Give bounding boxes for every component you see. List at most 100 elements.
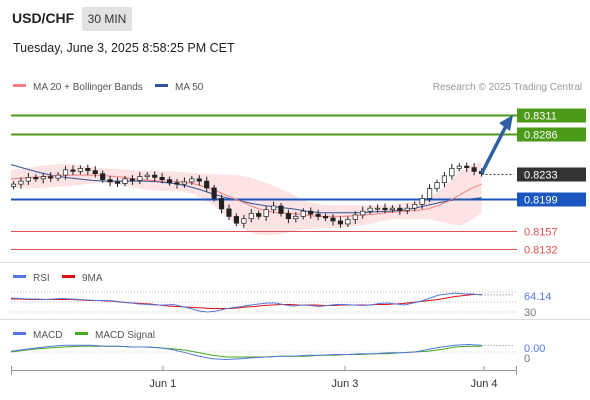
candle-body <box>412 204 418 209</box>
candle-body <box>174 182 180 185</box>
forecast-arrow-shaft <box>480 123 509 175</box>
candle-body <box>204 180 210 189</box>
ma50-legend-swatch <box>155 84 168 87</box>
candle-body <box>449 168 455 177</box>
candle-body <box>382 207 388 211</box>
candle-body <box>226 208 232 217</box>
last-price-tag <box>517 167 586 182</box>
candle-body <box>337 220 344 225</box>
macd-line <box>10 343 482 361</box>
candle-body <box>389 207 396 211</box>
ma50-legend-label: MA 50 <box>175 82 204 93</box>
x-axis: Jun 1 Jun 3 Jun 4 <box>149 366 498 390</box>
candle-body <box>241 218 247 224</box>
bollinger-band-fill <box>11 161 482 236</box>
candle-body <box>322 216 329 219</box>
candle-body <box>270 205 277 211</box>
candle-body <box>25 177 31 182</box>
candle-body <box>352 214 358 220</box>
candle-body <box>10 183 17 187</box>
candle-body <box>419 198 425 205</box>
candle-body <box>70 169 76 172</box>
timestamp: Tuesday, June 3, 2025 8:58:25 PM CET <box>13 41 235 55</box>
candle-body <box>100 173 106 180</box>
candle-body <box>77 168 83 172</box>
candle-body <box>33 177 39 180</box>
rsi-legend-label: RSI <box>33 273 50 284</box>
support-label-0-8132: 0.8132 <box>524 245 558 257</box>
ma20-legend-label: MA 20 + Bollinger Bands <box>33 82 143 93</box>
ma20-legend-swatch <box>13 84 26 87</box>
candle-body <box>166 179 173 183</box>
candle-body <box>374 207 381 210</box>
candle-body <box>144 174 150 177</box>
candle-body <box>456 165 462 169</box>
pivot-label-0-8199: 0.8199 <box>524 195 558 207</box>
candle-body <box>464 165 470 168</box>
resistance-label-0-8286: 0.8286 <box>524 130 558 142</box>
candle-body <box>196 178 202 182</box>
ma20-line <box>10 174 482 217</box>
candle-body <box>471 167 477 172</box>
candle-body <box>218 198 225 210</box>
candle-body <box>114 181 121 184</box>
candle-body <box>441 175 448 183</box>
macd-signal-line <box>10 345 482 358</box>
candle-body <box>285 213 291 220</box>
candle-body <box>129 178 135 181</box>
resistance-tag-0-8311 <box>517 108 586 123</box>
rsi-ma-legend-label: 9MA <box>82 273 103 284</box>
last-price-label: 0.8233 <box>524 170 558 182</box>
currency-pair: USD/CHF <box>12 10 75 26</box>
x-tick-label: Jun 1 <box>149 378 176 390</box>
candle-body <box>397 207 403 211</box>
candle-body <box>40 176 46 180</box>
candle-body <box>122 178 128 184</box>
rsi-panel: 64.14 30 <box>10 291 552 319</box>
candle-body <box>345 219 351 225</box>
candle-body <box>300 210 306 217</box>
candle-body <box>159 177 165 180</box>
resistance-label-0-8311: 0.8311 <box>524 111 557 123</box>
rsi-legend-swatch <box>13 275 26 278</box>
candle-body <box>85 168 91 171</box>
candle-body <box>181 181 187 185</box>
candle-body <box>367 207 373 212</box>
rsi-line <box>10 292 482 313</box>
candle-body <box>315 213 321 217</box>
candle-body <box>233 216 239 224</box>
pivot-tag-0-8199 <box>517 192 586 207</box>
candle-body <box>330 217 336 222</box>
x-tick-label: Jun 3 <box>331 378 358 390</box>
macd-panel: 0.000 <box>10 343 545 365</box>
ma50-line <box>10 164 482 214</box>
candle-body <box>434 182 440 189</box>
macd-signal-legend-swatch <box>75 332 88 335</box>
rsi-ma-line <box>11 294 482 309</box>
candle-body <box>404 207 410 211</box>
candle-body <box>137 176 143 181</box>
resistance-tag-0-8286 <box>517 127 586 142</box>
candle-body <box>248 213 254 220</box>
candle-body <box>48 176 54 179</box>
rsi-value-label: 64.14 <box>524 291 552 303</box>
candle-body <box>55 174 61 179</box>
support-label-0-8157: 0.8157 <box>524 227 558 239</box>
candle-body <box>278 205 284 214</box>
timeframe-button[interactable]: 30 MIN <box>82 7 132 31</box>
candle-body <box>18 180 24 185</box>
candle-body <box>293 216 299 220</box>
macd-legend-label: MACD <box>33 330 62 341</box>
candle-body <box>211 187 217 199</box>
rsi-tick-label: 30 <box>524 307 536 319</box>
candle-body <box>256 213 262 217</box>
candle-body <box>426 188 433 199</box>
macd-legend-swatch <box>13 332 26 335</box>
forecast-arrow-head <box>499 115 513 132</box>
candle-body <box>360 210 366 216</box>
candle-body <box>263 209 269 217</box>
candle-body <box>92 170 98 174</box>
candle-body <box>152 174 158 178</box>
candle-body <box>107 179 113 183</box>
